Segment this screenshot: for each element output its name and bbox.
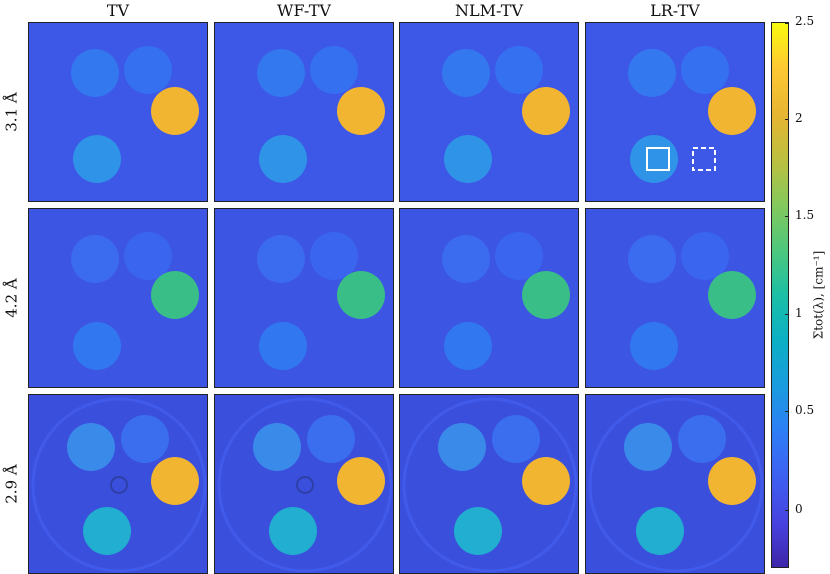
roi-box-dashed [692,147,716,171]
column-title-wf-tv: WF-TV [277,1,331,20]
image-panel-row3-wf-tv [214,394,394,574]
column-title-tv: TV [106,1,130,20]
image-panel-row3-lr-tv [585,394,765,574]
colorbar-tick-label: 0.5 [795,403,815,417]
colorbar-tick-label: 2.5 [795,14,815,28]
colorbar-tick-label: 1 [795,306,803,320]
colorbar-label: Σtot(λ), [cm⁻¹] [811,250,825,340]
image-panel-row1-wf-tv [214,22,394,202]
colorbar-tick-label: 1.5 [795,208,815,222]
column-title-nlm-tv: NLM-TV [454,1,524,20]
image-panel-row2-lr-tv [585,208,765,388]
roi-box-solid [646,147,670,171]
row-label-2: 4.2 Å [3,278,21,318]
image-panel-row1-tv [28,22,208,202]
image-panel-row2-wf-tv [214,208,394,388]
row-label-1: 3.1 Å [3,92,21,132]
image-panel-row3-nlm-tv [399,394,579,574]
colorbar-tick-mark [785,411,789,412]
image-panel-row1-nlm-tv [399,22,579,202]
colorbar-tick-label: 0 [795,502,803,516]
colorbar-tick-mark [785,510,789,511]
image-panel-row2-tv [28,208,208,388]
row-label-3: 2.9 Å [3,464,21,504]
image-panel-row1-lr-tv [585,22,765,202]
image-panel-row3-tv [28,394,208,574]
image-panel-row2-nlm-tv [399,208,579,388]
colorbar-tick-mark [785,314,789,315]
colorbar-tick-mark [785,119,789,120]
colorbar-tick-mark [785,216,789,217]
column-title-lr-tv: LR-TV [650,1,700,20]
colorbar-tick-mark [785,23,789,24]
colorbar [771,22,789,568]
colorbar-tick-label: 2 [795,111,803,125]
